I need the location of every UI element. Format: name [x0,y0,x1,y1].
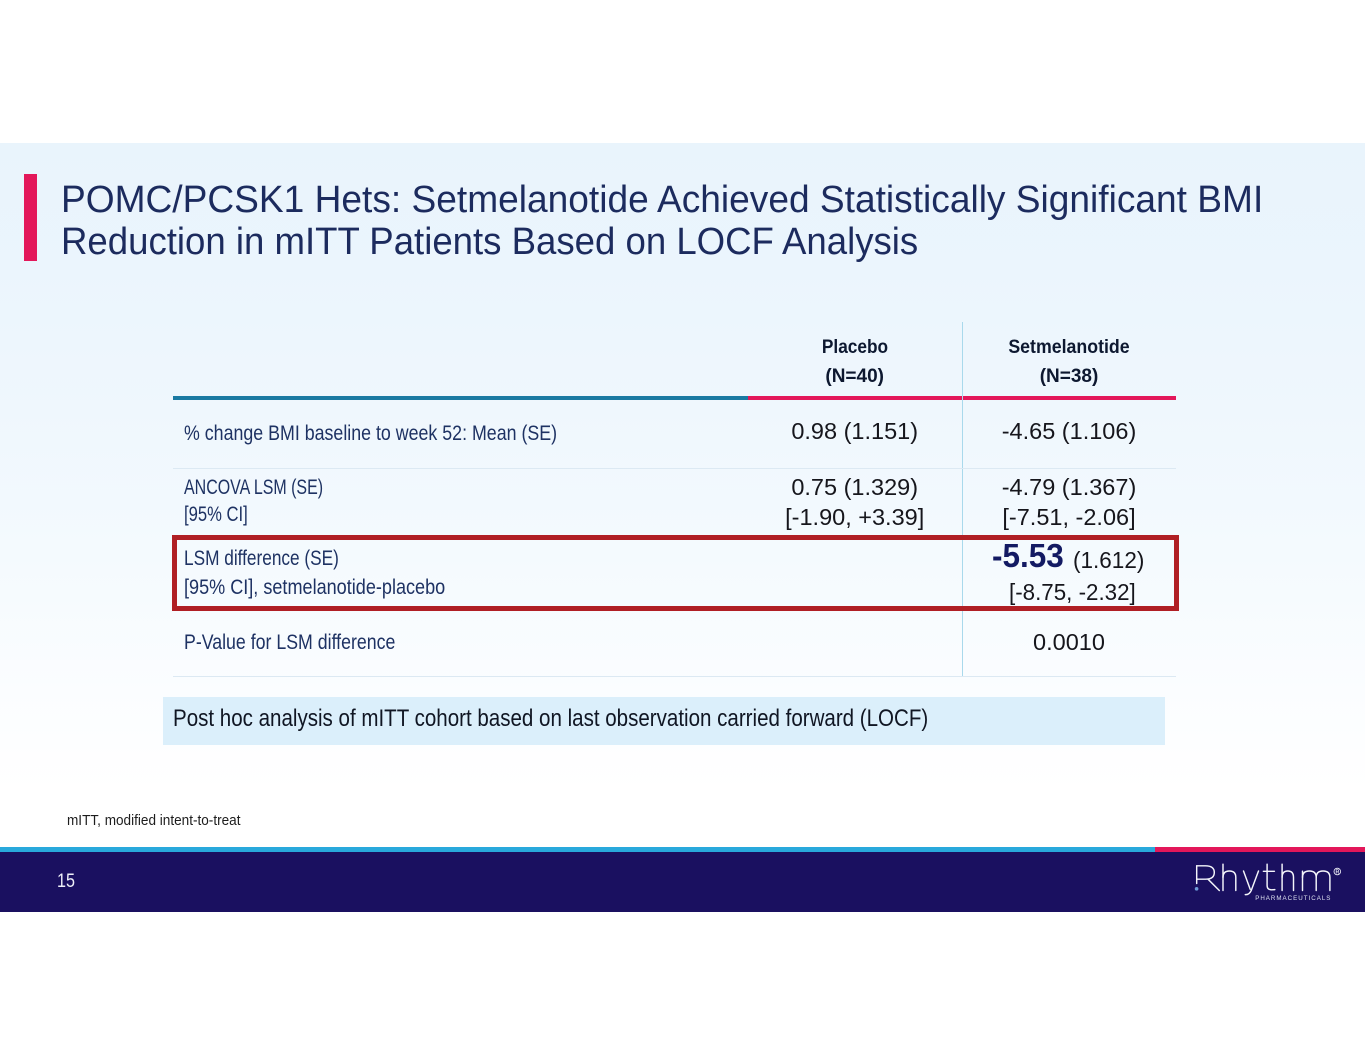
svg-text:PHARMACEUTICALS: PHARMACEUTICALS [1255,895,1331,902]
